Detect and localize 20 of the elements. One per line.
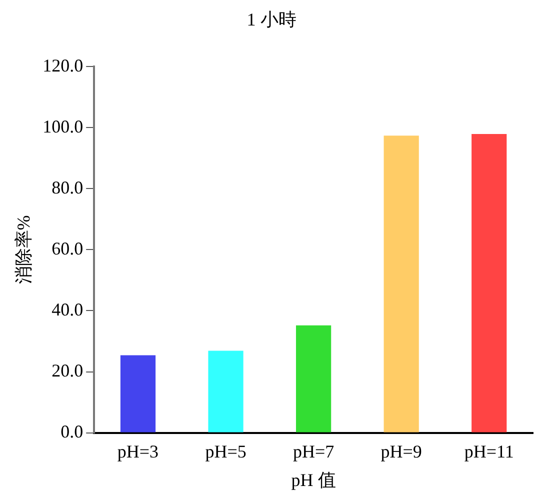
y-tick-label: 120.0	[42, 55, 84, 76]
bar	[296, 325, 332, 432]
chart-title: 1 小時	[246, 10, 296, 30]
bar	[120, 355, 156, 432]
y-tick-label: 80.0	[52, 177, 84, 198]
x-tick-label: pH=9	[380, 441, 422, 462]
x-tick-label: pH=3	[117, 441, 159, 462]
y-axis-title: 消除率%	[14, 215, 34, 284]
x-tick-label: pH=11	[464, 441, 514, 462]
y-tick-label: 40.0	[52, 299, 84, 320]
x-axis-title: pH 值	[291, 470, 336, 490]
y-tick-label: 60.0	[52, 238, 84, 258]
bar	[384, 136, 419, 432]
y-tick-label: 20.0	[52, 360, 84, 380]
y-tick-label: 0.0	[60, 422, 84, 442]
bar	[208, 350, 244, 432]
y-tick-label: 100.0	[42, 116, 84, 136]
bar	[472, 134, 507, 432]
x-tick-label: pH=7	[292, 441, 334, 462]
x-tick-label: pH=5	[205, 441, 246, 462]
